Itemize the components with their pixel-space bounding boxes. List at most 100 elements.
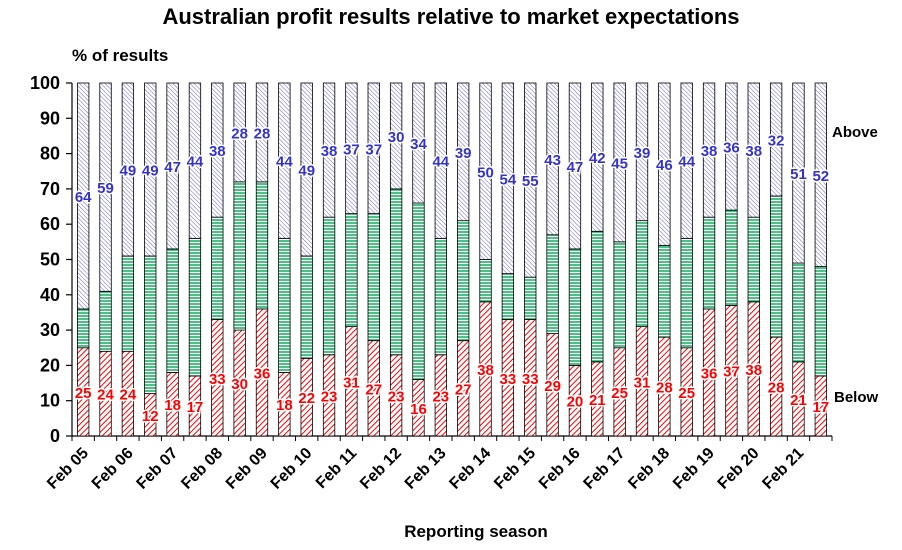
chart-title: Australian profit results relative to ma… (162, 4, 740, 29)
x-tick-label: Feb 06 (89, 445, 137, 493)
y-tick-label: 90 (40, 108, 60, 128)
bar-above (524, 82, 537, 278)
bar-middle (591, 230, 604, 363)
y-tick-label: 20 (40, 355, 60, 375)
bar-above (412, 82, 425, 204)
bar-above (300, 82, 313, 257)
data-label-below: 24 (120, 387, 137, 404)
data-label-below: 25 (678, 385, 695, 402)
data-label-above: 28 (254, 125, 271, 142)
x-tick-label: Feb 08 (178, 445, 226, 493)
data-label-below: 27 (365, 381, 382, 398)
data-label-below: 23 (321, 388, 338, 405)
x-tick-label: Feb 15 (491, 445, 539, 493)
bar-above (434, 82, 447, 239)
bar-above (568, 82, 582, 250)
data-label-above: 55 (522, 173, 539, 190)
bar-above (702, 82, 716, 218)
data-label-below: 17 (187, 399, 204, 416)
above-series-label: Above (832, 124, 878, 141)
data-label-below: 27 (455, 381, 472, 398)
data-label-above: 51 (790, 166, 807, 183)
data-label-above: 49 (142, 162, 159, 179)
bar-middle (188, 237, 202, 377)
bar-above (725, 82, 738, 211)
data-label-above: 36 (723, 140, 740, 157)
data-label-below: 12 (142, 408, 159, 425)
data-label-above: 49 (298, 162, 315, 179)
data-label-above: 54 (500, 171, 517, 188)
below-series-label: Below (834, 389, 879, 406)
bar-above (658, 82, 671, 246)
data-label-above: 34 (410, 136, 427, 153)
bar-above (121, 82, 135, 257)
data-label-above: 38 (701, 143, 718, 160)
bar-middle (479, 259, 492, 303)
bar-middle (434, 237, 447, 356)
bar-middle (278, 237, 291, 373)
data-label-below: 18 (164, 397, 181, 414)
bar-above (457, 82, 470, 222)
data-label-below: 37 (723, 364, 740, 381)
y-tick-label: 30 (40, 320, 60, 340)
data-label-above: 32 (768, 132, 785, 149)
data-label-below: 23 (388, 388, 405, 405)
y-tick-label: 10 (40, 391, 60, 411)
bar-above (635, 82, 649, 222)
data-label-above: 44 (276, 154, 293, 171)
data-label-above: 47 (567, 159, 584, 176)
bar-above (680, 82, 693, 239)
data-label-above: 45 (611, 155, 628, 172)
bar-middle (412, 202, 425, 380)
bar-middle (144, 255, 157, 395)
bar-above (613, 82, 626, 243)
bar-middle (166, 248, 179, 373)
bar-middle (635, 220, 649, 327)
x-tick-label: Feb 19 (670, 445, 718, 493)
bar-middle (121, 255, 135, 352)
bar-middle (680, 237, 693, 349)
bar-middle (501, 273, 515, 320)
x-tick-label: Feb 20 (715, 445, 763, 493)
bar-above (546, 82, 559, 236)
y-tick-label: 40 (40, 285, 60, 305)
bar-above (389, 82, 403, 190)
data-label-below: 25 (75, 385, 92, 402)
data-label-above: 64 (75, 189, 92, 206)
bar-middle (769, 195, 783, 338)
data-label-above: 49 (120, 162, 137, 179)
data-label-above: 59 (97, 180, 114, 197)
data-label-below: 33 (209, 371, 226, 388)
y-tick-label: 100 (30, 73, 60, 93)
data-label-above: 47 (164, 159, 181, 176)
data-label-above: 46 (656, 157, 673, 174)
data-label-below: 28 (768, 380, 785, 397)
bar-middle (233, 181, 246, 331)
bar-middle (255, 181, 269, 310)
bar-middle (613, 241, 626, 349)
x-tick-label: Feb 21 (759, 445, 807, 493)
bar-above (479, 82, 492, 260)
x-tick-label: Feb 10 (268, 445, 316, 493)
data-label-below: 16 (410, 401, 427, 418)
bar-above (814, 82, 827, 267)
bar-above (144, 82, 157, 257)
data-label-above: 50 (477, 164, 494, 181)
data-label-above: 28 (231, 125, 248, 142)
data-label-above: 39 (455, 145, 472, 162)
data-label-below: 33 (522, 371, 539, 388)
x-tick-label: Feb 09 (223, 445, 271, 493)
bar-above (769, 82, 783, 197)
data-label-below: 38 (745, 362, 762, 379)
bar-above (747, 82, 760, 218)
data-label-below: 33 (500, 371, 517, 388)
bar-above (591, 82, 604, 232)
data-label-above: 43 (544, 152, 561, 169)
bar-above (77, 82, 90, 310)
data-label-above: 42 (589, 150, 606, 167)
data-label-below: 36 (701, 365, 718, 382)
data-label-below: 22 (298, 390, 315, 407)
x-tick-label: Feb 14 (446, 445, 494, 493)
bar-middle (568, 248, 582, 366)
x-tick-label: Feb 18 (625, 445, 673, 493)
